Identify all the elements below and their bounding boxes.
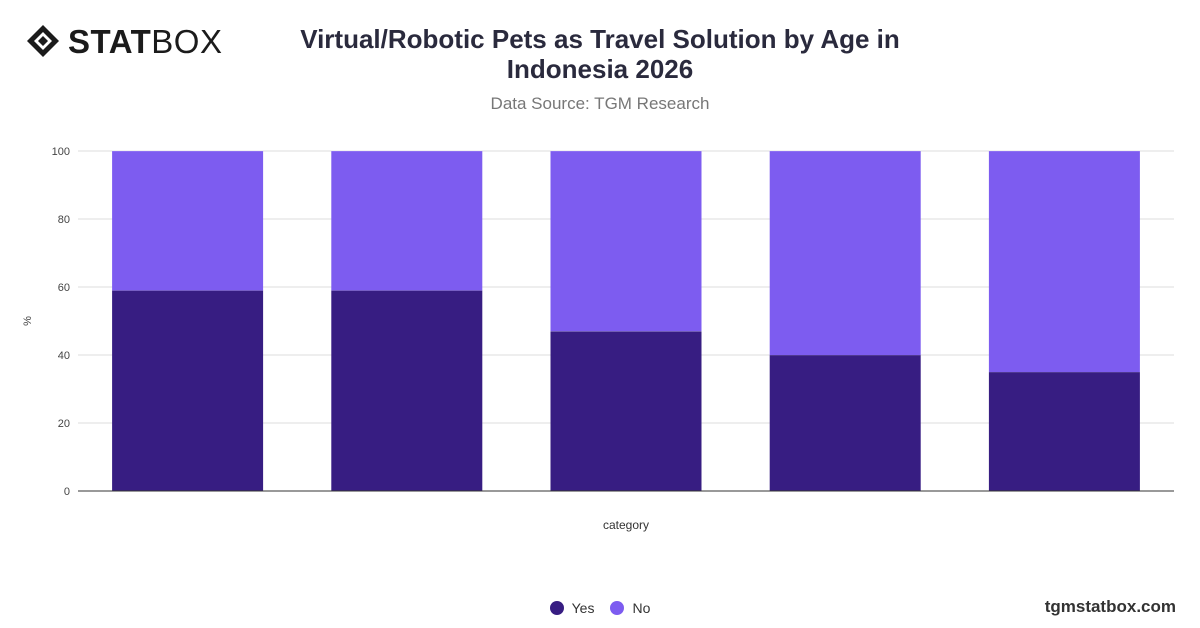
y-tick-label: 20	[58, 418, 70, 430]
logo-text-bold: STAT	[68, 22, 152, 60]
chart-title: Virtual/Robotic Pets as Travel Solution …	[300, 24, 900, 84]
y-tick-label: 100	[52, 146, 70, 158]
bar-yes-1[interactable]	[331, 290, 483, 491]
bar-yes-0[interactable]	[112, 290, 264, 491]
website-credit[interactable]: tgmstatbox.com	[1044, 597, 1176, 616]
bar-yes-3[interactable]	[769, 355, 921, 491]
bar-no-1[interactable]	[331, 151, 483, 291]
legend-label-yes: Yes	[571, 600, 595, 616]
bar-no-0[interactable]	[112, 151, 264, 291]
bar-series	[112, 150, 1140, 491]
bar-no-2[interactable]	[550, 151, 702, 332]
legend-swatch-no	[610, 601, 625, 615]
y-tick-label: 80	[58, 214, 70, 226]
bar-yes-4[interactable]	[988, 372, 1140, 491]
bar-no-4[interactable]	[988, 151, 1140, 372]
chart-legend: Yes No	[0, 600, 1200, 616]
legend-swatch-yes	[549, 601, 564, 615]
legend-item-yes[interactable]: Yes	[549, 600, 595, 616]
y-tick-label: 60	[58, 282, 70, 294]
diamond-logo-icon	[27, 25, 59, 57]
legend-item-no[interactable]: No	[610, 600, 650, 616]
axes: 0 20 40 60 80 100 category%	[22, 146, 1174, 532]
bar-yes-2[interactable]	[550, 331, 702, 491]
statbox-logo: STATBOX	[26, 24, 222, 58]
y-tick-label: 40	[58, 350, 70, 362]
y-axis-title: %	[22, 316, 34, 326]
logo-text-light: BOX	[151, 22, 223, 60]
x-axis-title: category	[603, 518, 649, 532]
logo-wordmark: STATBOX	[68, 25, 222, 58]
y-tick-label: 0	[64, 486, 70, 498]
chart-subtitle: Data Source: TGM Research	[490, 94, 710, 113]
chart-header: Virtual/Robotic Pets as Travel Solution …	[280, 24, 920, 114]
bar-no-3[interactable]	[769, 151, 921, 355]
legend-label-no: No	[632, 600, 651, 616]
